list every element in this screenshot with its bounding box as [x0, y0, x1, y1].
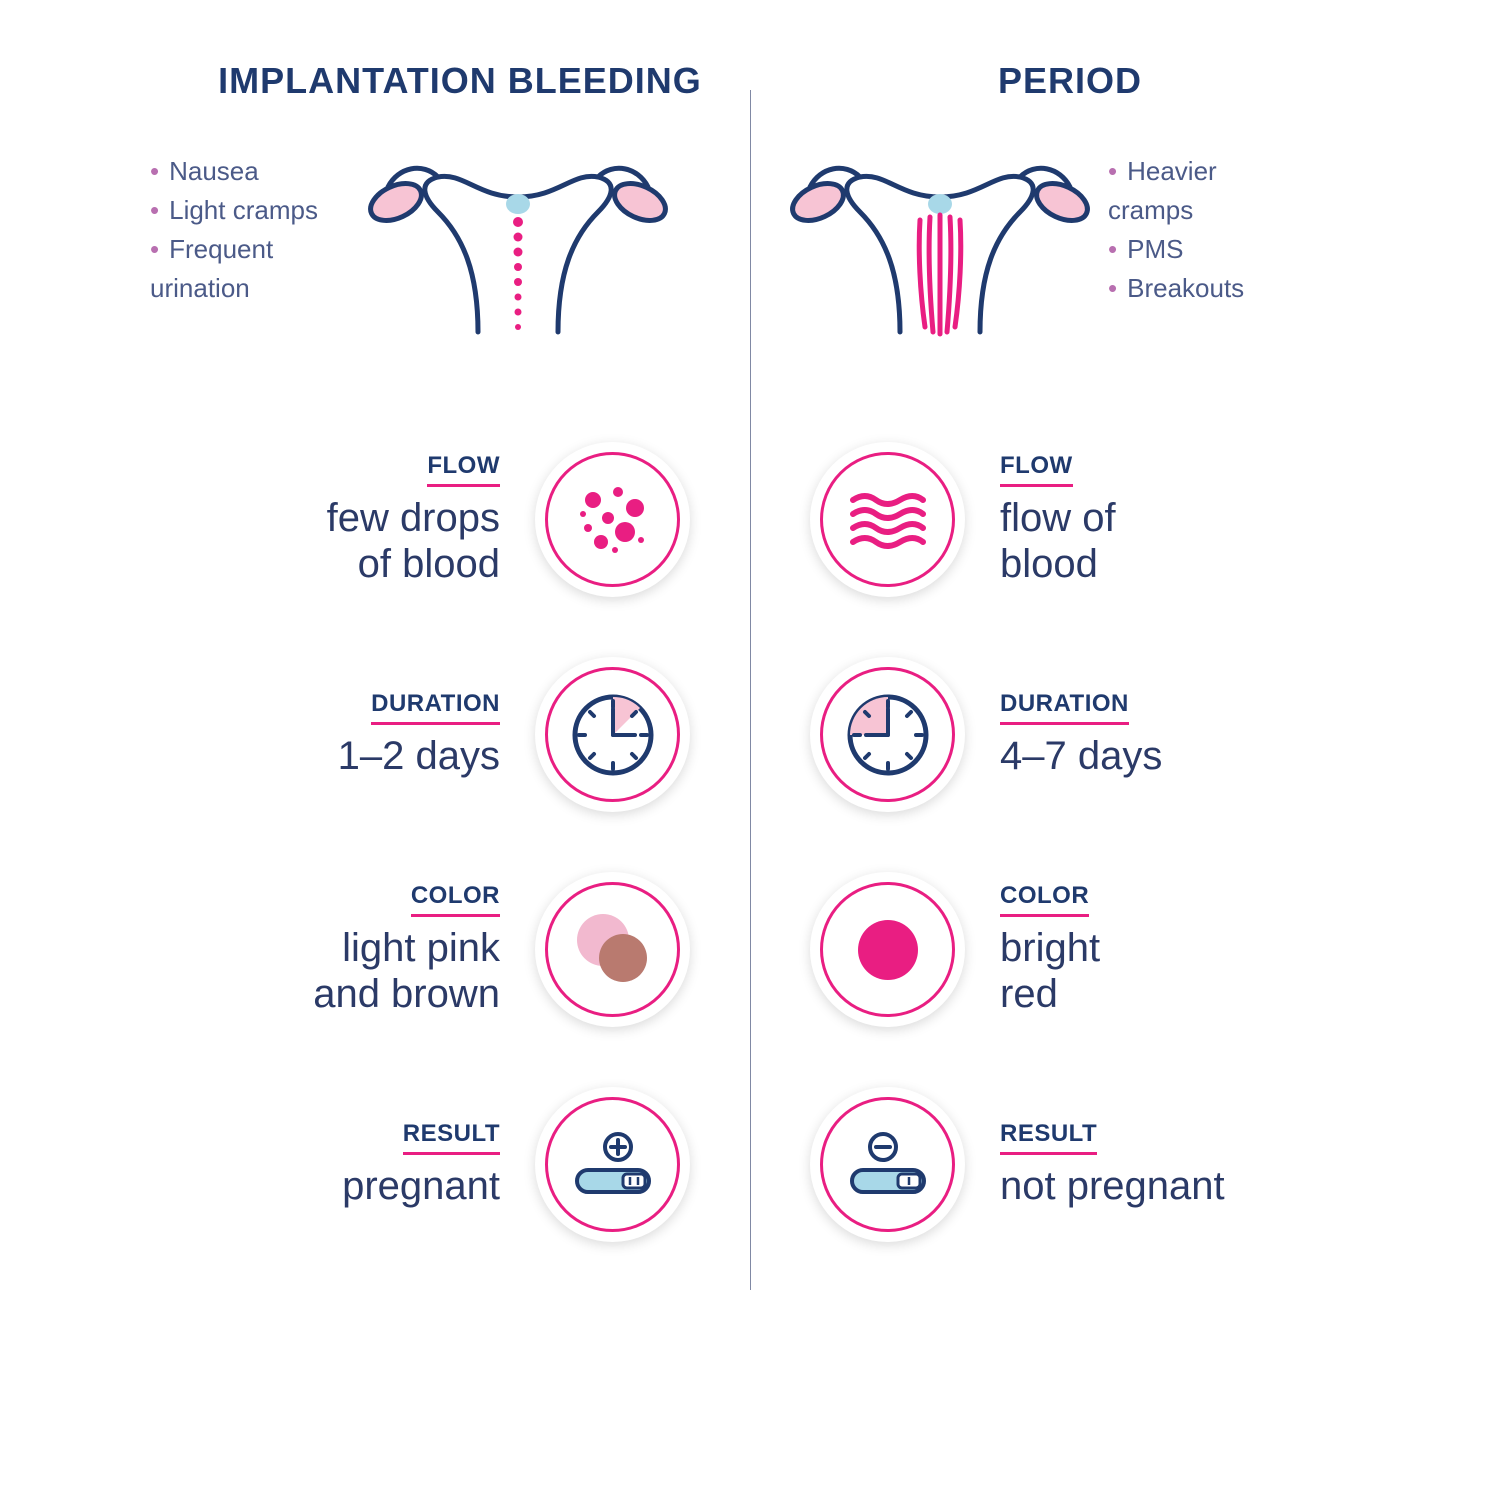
clock-short-icon [535, 657, 690, 812]
color-red-icon [810, 872, 965, 1027]
left-top-row: Nausea Light cramps Frequent urination [150, 142, 710, 372]
waves-icon [810, 442, 965, 597]
color-value: light pinkand brown [270, 925, 500, 1017]
center-divider [750, 90, 751, 1290]
left-symptoms: Nausea Light cramps Frequent urination [150, 142, 350, 308]
clock-long-icon [810, 657, 965, 812]
duration-label: DURATION [1000, 690, 1129, 725]
left-row-duration: DURATION 1–2 days [150, 657, 710, 812]
left-row-flow: FLOW few dropsof blood [150, 442, 710, 597]
list-item: Heavier cramps [1108, 152, 1308, 230]
right-title: PERIOD [790, 60, 1350, 102]
right-symptoms: Heavier cramps PMS Breakouts [1108, 142, 1308, 308]
result-value: pregnant [270, 1163, 500, 1209]
result-value: not pregnant [1000, 1163, 1230, 1209]
right-row-result: RESULT not pregnant [790, 1087, 1350, 1242]
drops-icon [535, 442, 690, 597]
right-row-duration: DURATION 4–7 days [790, 657, 1350, 812]
flow-value: flow ofblood [1000, 495, 1230, 587]
test-positive-icon [535, 1087, 690, 1242]
list-item: Nausea [150, 152, 350, 191]
duration-value: 4–7 days [1000, 733, 1230, 779]
color-label: COLOR [411, 882, 500, 917]
uterus-period-icon [790, 142, 1090, 372]
flow-label: FLOW [427, 452, 500, 487]
result-label: RESULT [403, 1120, 500, 1155]
color-value: brightred [1000, 925, 1230, 1017]
left-column: IMPLANTATION BLEEDING Nausea Light cramp… [110, 60, 750, 1302]
color-label: COLOR [1000, 882, 1089, 917]
right-row-flow: FLOW flow ofblood [790, 442, 1350, 597]
right-row-color: COLOR brightred [790, 872, 1350, 1027]
flow-label: FLOW [1000, 452, 1073, 487]
duration-value: 1–2 days [270, 733, 500, 779]
list-item: PMS [1108, 230, 1308, 269]
test-negative-icon [810, 1087, 965, 1242]
list-item: Breakouts [1108, 269, 1308, 308]
duration-label: DURATION [371, 690, 500, 725]
flow-value: few dropsof blood [270, 495, 500, 587]
right-top-row: Heavier cramps PMS Breakouts [790, 142, 1350, 372]
list-item: Frequent urination [150, 230, 350, 308]
list-item: Light cramps [150, 191, 350, 230]
result-label: RESULT [1000, 1120, 1097, 1155]
color-swatches-icon [535, 872, 690, 1027]
right-column: PERIOD [750, 60, 1390, 1302]
uterus-implantation-icon [368, 142, 668, 372]
left-title: IMPLANTATION BLEEDING [150, 60, 710, 102]
left-row-result: RESULT pregnant [150, 1087, 710, 1242]
left-row-color: COLOR light pinkand brown [150, 872, 710, 1027]
comparison-container: IMPLANTATION BLEEDING Nausea Light cramp… [110, 0, 1390, 1302]
